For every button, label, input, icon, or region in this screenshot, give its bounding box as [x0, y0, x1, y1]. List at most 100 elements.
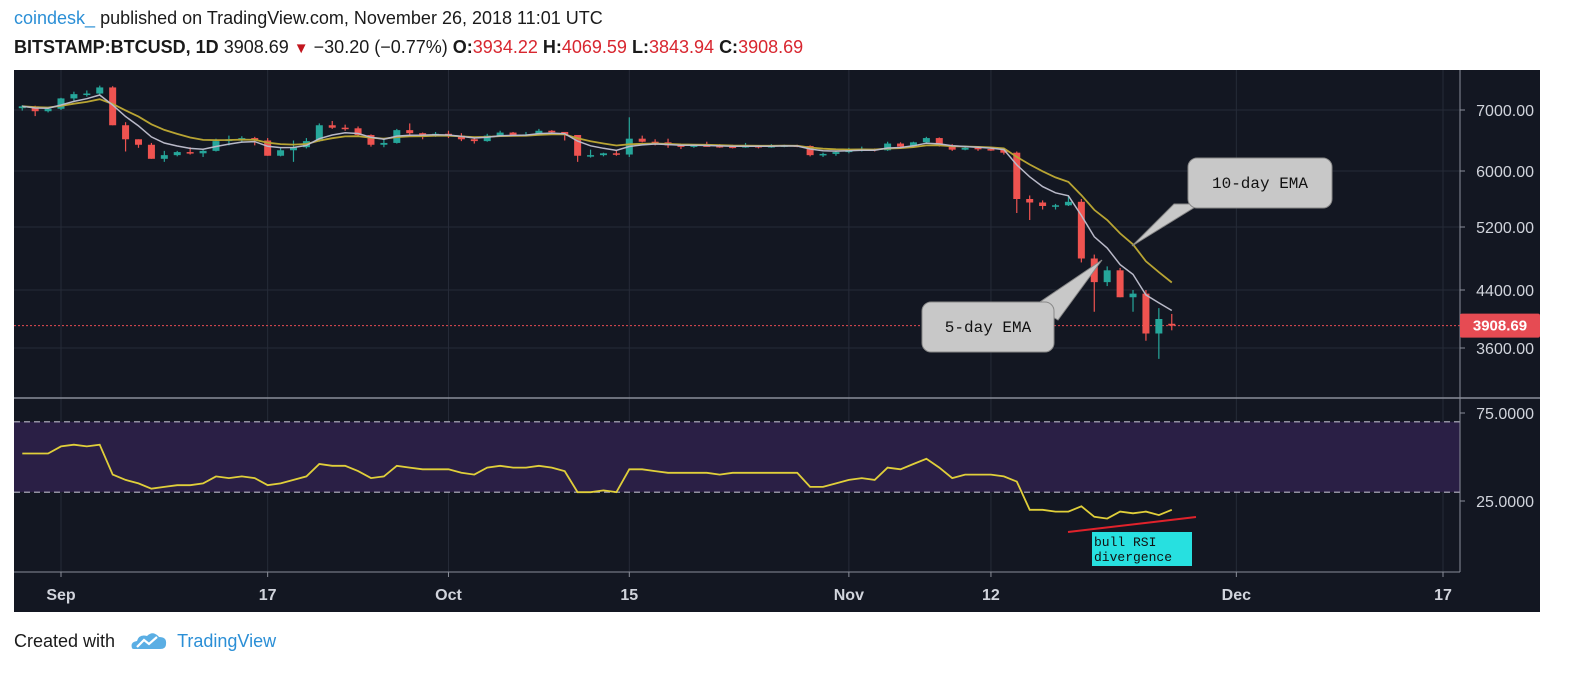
candle-body: [186, 152, 194, 154]
price-chart[interactable]: 7000.00 6000.00 5200.00 4400.00 3600.00 75.0…: [14, 70, 1540, 612]
candle-body: [147, 144, 155, 159]
candle-body: [548, 130, 556, 133]
candle-body: [1116, 270, 1124, 298]
candle-body: [44, 108, 52, 112]
candle-body: [264, 140, 272, 156]
candle-body: [651, 141, 659, 144]
price-tick-label: 3600.00: [1476, 341, 1534, 358]
candle-body: [961, 147, 969, 150]
rsi-tick-label: 25.0000: [1476, 494, 1534, 511]
candle-body: [716, 145, 724, 148]
candle-body: [806, 145, 814, 156]
publisher-name[interactable]: coindesk_: [14, 8, 96, 28]
tradingview-link[interactable]: TradingView: [177, 630, 277, 651]
price-change: −30.20 (−0.77%): [313, 37, 448, 57]
rsi-band: [14, 421, 1460, 493]
candle-body: [57, 98, 65, 109]
price-axis: 7000.00 6000.00 5200.00 4400.00 3600.00: [1460, 103, 1534, 358]
candle-body: [612, 153, 620, 155]
open-label: O:: [452, 37, 473, 57]
time-tick-label: Dec: [1222, 587, 1251, 604]
candle-body: [1026, 199, 1034, 203]
created-with-text: Created with: [14, 630, 116, 651]
svg-text:bull RSI divergence: bull RSI divergence: [1094, 535, 1172, 565]
candle-body: [897, 143, 905, 147]
down-triangle-icon: ▼: [293, 40, 309, 57]
candle-body: [535, 130, 543, 135]
time-axis: Sep 17 Oct 15 Nov 12 Dec 17: [46, 572, 1452, 604]
candle-body: [1103, 270, 1111, 283]
divergence-label-text-line2: divergence: [1094, 550, 1172, 565]
candle-body: [380, 142, 388, 145]
time-tick-label: Sep: [46, 587, 76, 604]
candle-body: [277, 150, 285, 156]
candle-body: [819, 153, 827, 156]
candle-body: [909, 142, 917, 147]
tradingview-cloud-icon[interactable]: [129, 630, 169, 652]
price-tick-label: 7000.00: [1476, 103, 1534, 120]
candle-body: [974, 147, 982, 150]
candles: [18, 85, 1176, 359]
close-label: C:: [719, 37, 739, 57]
candle-body: [483, 135, 491, 142]
candle-body: [509, 132, 517, 136]
candle-body: [1000, 149, 1008, 153]
candle-body: [1064, 201, 1072, 206]
candle-body: [199, 150, 207, 154]
time-tick-label: 17: [259, 587, 277, 604]
footer: Created with TradingView: [14, 630, 276, 652]
candle-body: [109, 87, 117, 126]
high-label: H:: [542, 37, 562, 57]
candle-body: [1168, 323, 1176, 326]
candle-body: [1052, 205, 1060, 207]
price-tick-label: 4400.00: [1476, 283, 1534, 300]
chart-background: [14, 70, 1540, 612]
candle-body: [173, 152, 181, 156]
candle-body: [457, 135, 465, 140]
candle-body: [884, 143, 892, 151]
candle-body: [832, 152, 840, 154]
price-tick-label: 5200.00: [1476, 220, 1534, 237]
candle-body: [83, 93, 91, 96]
rsi-tick-label: 75.0000: [1476, 406, 1534, 423]
candle-body: [948, 145, 956, 150]
last-price-text: 3908.69: [1473, 318, 1527, 335]
candle-body: [328, 125, 336, 128]
candle-body: [729, 146, 737, 149]
candle-body: [134, 139, 142, 145]
candle-body: [1077, 201, 1085, 259]
candle-body: [599, 153, 607, 156]
candle-body: [496, 132, 504, 136]
candle-body: [31, 106, 39, 112]
last-price-label: 3908.69: [1460, 313, 1540, 338]
time-tick-label: 17: [1434, 587, 1452, 604]
candle-body: [1155, 319, 1163, 334]
symbol-name: BITSTAMP:BTCUSD, 1D: [14, 37, 219, 57]
high-value: 4069.59: [561, 37, 627, 57]
chart-container[interactable]: 7000.00 6000.00 5200.00 4400.00 3600.00 75.0…: [14, 70, 1540, 612]
publish-info: coindesk_ published on TradingView.com, …: [14, 8, 603, 29]
callout-10-day-ema-text: 10-day EMA: [1212, 175, 1308, 193]
rsi-band-lines: [14, 421, 1460, 493]
candle-body: [1129, 293, 1137, 298]
low-value: 3843.94: [648, 37, 715, 57]
candle-body: [1142, 293, 1150, 334]
candle-body: [587, 155, 595, 157]
time-tick-label: Oct: [435, 587, 462, 604]
last-price: 3908.69: [223, 37, 289, 57]
time-tick-label: 12: [982, 587, 1000, 604]
candle-body: [987, 149, 995, 151]
close-value: 3908.69: [738, 37, 804, 57]
open-value: 3934.22: [472, 37, 538, 57]
divergence-label-text: bull RSI: [1094, 535, 1156, 550]
candle-body: [367, 135, 375, 145]
callout-5-day-ema-text: 5-day EMA: [945, 319, 1032, 337]
candle-body: [406, 130, 414, 134]
time-tick-label: 15: [620, 587, 638, 604]
rsi-divergence-line: [1067, 516, 1197, 533]
candle-body: [922, 138, 930, 143]
rsi-axis: 75.0000 25.0000: [1460, 406, 1534, 511]
symbol-bar: BITSTAMP:BTCUSD, 1D 3908.69 ▼ −30.20 (−0…: [14, 37, 803, 58]
candle-body: [18, 106, 26, 109]
published-text: published on TradingView.com, November 2…: [100, 8, 603, 28]
